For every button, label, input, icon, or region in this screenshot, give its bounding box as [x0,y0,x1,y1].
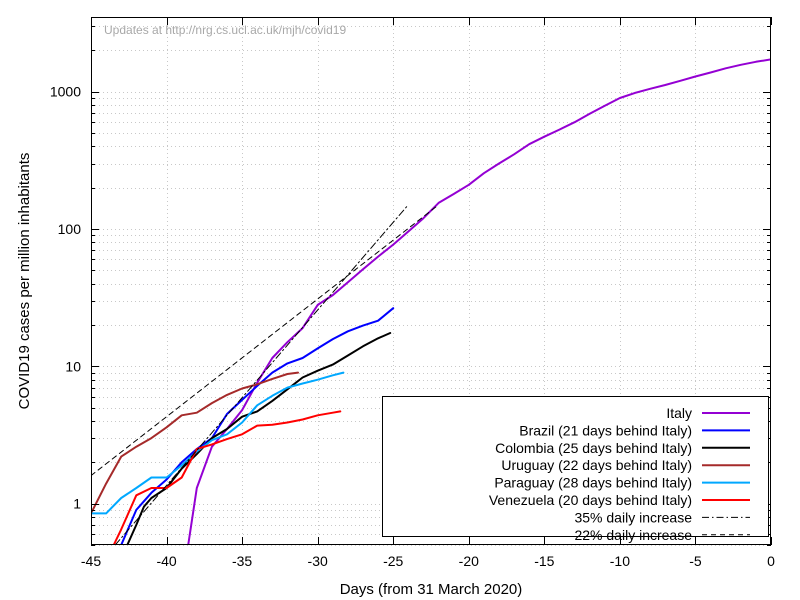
series-line-uruguay [91,371,299,515]
x-tick-label: -25 [383,553,403,569]
x-tick-label: -35 [232,553,252,569]
x-axis-title: Days (from 31 March 2020) [340,581,523,598]
legend-label: 35% daily increase [574,509,692,525]
legend-label: Brazil (21 days behind Italy) [519,422,692,438]
series-line-trend-6 [114,204,409,545]
plot-frame [91,17,771,545]
legend-label: Uruguay (22 days behind Italy) [501,457,692,473]
y-tick-label: 10 [65,358,81,374]
legend-box [382,396,769,537]
legend-label: Paraguay (28 days behind Italy) [494,475,692,491]
series-line-italy [187,58,771,545]
x-tick-label: 0 [767,553,775,569]
series-line-venezuela [112,410,342,545]
y-tick-label: 1 [73,496,81,512]
y-axis-title: COVID19 cases per million inhabitants [16,153,33,410]
legend-label: Italy [666,405,692,421]
series-line-colombia [126,332,392,545]
x-tick-label: -20 [459,553,479,569]
x-tick-label: -5 [689,553,702,569]
legend-label: Venezuela (20 days behind Italy) [489,492,692,508]
series-line-trend-7 [91,204,440,477]
y-tick-label: 100 [58,221,82,237]
x-tick-label: -30 [308,553,328,569]
series-line-brazil [120,307,395,545]
series-lines [91,58,771,545]
x-tick-label: -10 [610,553,630,569]
series-line-paraguay [91,371,345,515]
x-tick-label: -45 [81,553,101,569]
legend-label: 22% daily increase [574,527,692,543]
tick-labels: -45 -40 -35 -30 -25 -20 -15 -10 -5 0 1 10 100 1000 [50,84,775,569]
x-tick-label: -15 [534,553,554,569]
legend-label: Colombia (25 days behind Italy) [495,440,692,456]
watermark-text: Updates at http://nrg.cs.ucl.ac.uk/mjh/c… [104,23,346,37]
y-tick-label: 1000 [50,84,81,100]
x-tick-label: -40 [156,553,176,569]
